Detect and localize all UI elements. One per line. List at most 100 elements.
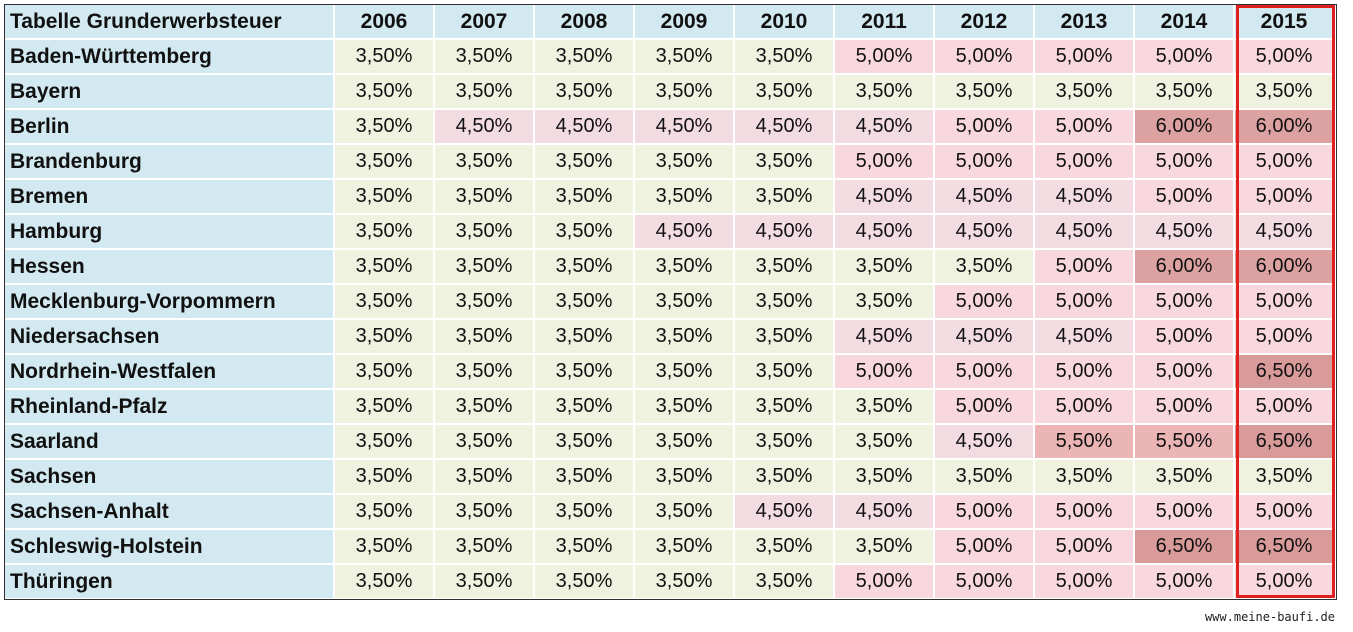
rate-cell: 5,00%	[1035, 565, 1133, 598]
rate-cell: 3,50%	[335, 390, 433, 423]
rate-cell: 3,50%	[635, 285, 733, 318]
rate-cell: 3,50%	[535, 145, 633, 178]
rate-cell: 3,50%	[635, 75, 733, 108]
rate-cell: 5,00%	[935, 145, 1033, 178]
rate-cell: 3,50%	[635, 530, 733, 563]
rate-cell: 3,50%	[335, 355, 433, 388]
rate-cell: 3,50%	[835, 250, 933, 283]
rate-cell: 3,50%	[735, 565, 833, 598]
rate-cell: 3,50%	[335, 320, 433, 353]
rate-cell: 4,50%	[435, 110, 533, 143]
rate-cell: 3,50%	[535, 285, 633, 318]
rate-cell: 3,50%	[535, 320, 633, 353]
rate-cell: 3,50%	[335, 460, 433, 493]
rate-cell: 6,00%	[1135, 110, 1233, 143]
rate-cell: 3,50%	[435, 145, 533, 178]
rate-cell: 3,50%	[735, 390, 833, 423]
rate-cell: 3,50%	[335, 110, 433, 143]
rate-cell: 3,50%	[635, 390, 733, 423]
rate-cell: 3,50%	[635, 460, 733, 493]
rate-cell: 4,50%	[835, 180, 933, 213]
rate-cell: 3,50%	[635, 180, 733, 213]
watermark: www.meine-baufi.de	[1204, 610, 1335, 624]
rate-cell: 3,50%	[435, 495, 533, 528]
grunderwerbsteuer-table: Tabelle Grunderwerbsteuer 2006 2007 2008 200…	[4, 4, 1337, 600]
state-label: Brandenburg	[5, 145, 333, 178]
rate-cell: 5,00%	[935, 530, 1033, 563]
rate-cell: 5,00%	[1035, 250, 1133, 283]
rate-cell: 5,00%	[1135, 40, 1233, 73]
state-label: Baden-Württemberg	[5, 40, 333, 73]
rate-cell: 3,50%	[635, 495, 733, 528]
rate-cell: 3,50%	[335, 145, 433, 178]
state-label: Hessen	[5, 250, 333, 283]
rate-cell: 3,50%	[435, 530, 533, 563]
rate-cell: 3,50%	[435, 460, 533, 493]
rate-cell: 4,50%	[835, 215, 933, 248]
rate-cell: 3,50%	[935, 75, 1033, 108]
rate-cell: 5,00%	[835, 565, 933, 598]
rate-cell: 3,50%	[535, 180, 633, 213]
rate-cell: 6,00%	[1235, 110, 1333, 143]
year-header-2007: 2007	[435, 5, 533, 38]
rate-cell: 3,50%	[435, 250, 533, 283]
state-label: Saarland	[5, 425, 333, 458]
rate-cell: 3,50%	[435, 320, 533, 353]
rate-cell: 3,50%	[735, 425, 833, 458]
rate-cell: 4,50%	[835, 320, 933, 353]
rate-cell: 4,50%	[935, 215, 1033, 248]
rate-cell: 3,50%	[335, 495, 433, 528]
rate-cell: 3,50%	[835, 530, 933, 563]
rate-cell: 5,00%	[1035, 530, 1133, 563]
rate-cell: 5,00%	[1135, 180, 1233, 213]
rate-cell: 5,00%	[1035, 285, 1133, 318]
rate-cell: 4,50%	[1235, 215, 1333, 248]
rate-cell: 3,50%	[1035, 75, 1133, 108]
rate-cell: 3,50%	[535, 460, 633, 493]
rate-cell: 3,50%	[335, 285, 433, 318]
rate-cell: 4,50%	[1035, 215, 1133, 248]
rate-cell: 4,50%	[635, 215, 733, 248]
year-header-2015: 2015	[1235, 5, 1333, 38]
state-label: Thüringen	[5, 565, 333, 598]
rate-cell: 3,50%	[335, 75, 433, 108]
rate-cell: 3,50%	[435, 40, 533, 73]
rate-cell: 5,00%	[935, 390, 1033, 423]
rate-cell: 3,50%	[835, 460, 933, 493]
state-label: Nordrhein-Westfalen	[5, 355, 333, 388]
rate-cell: 3,50%	[335, 250, 433, 283]
state-label: Niedersachsen	[5, 320, 333, 353]
rate-cell: 6,50%	[1235, 355, 1333, 388]
rate-cell: 3,50%	[735, 40, 833, 73]
rate-cell: 5,00%	[1035, 110, 1133, 143]
rate-cell: 3,50%	[535, 355, 633, 388]
rate-cell: 3,50%	[335, 565, 433, 598]
rate-cell: 4,50%	[735, 110, 833, 143]
rate-cell: 3,50%	[1035, 460, 1133, 493]
rate-cell: 5,00%	[835, 145, 933, 178]
year-header-2010: 2010	[735, 5, 833, 38]
rate-cell: 3,50%	[735, 180, 833, 213]
rate-cell: 5,00%	[935, 565, 1033, 598]
rate-cell: 5,00%	[1035, 355, 1133, 388]
rate-cell: 3,50%	[635, 355, 733, 388]
rate-cell: 3,50%	[1235, 460, 1333, 493]
rate-cell: 5,00%	[1135, 565, 1233, 598]
rate-cell: 6,00%	[1235, 250, 1333, 283]
rate-cell: 4,50%	[635, 110, 733, 143]
rate-cell: 3,50%	[535, 250, 633, 283]
rate-cell: 3,50%	[735, 460, 833, 493]
rate-cell: 6,50%	[1235, 530, 1333, 563]
rate-cell: 6,50%	[1235, 425, 1333, 458]
rate-cell: 5,00%	[835, 355, 933, 388]
rate-cell: 4,50%	[935, 425, 1033, 458]
rate-cell: 3,50%	[335, 530, 433, 563]
rate-cell: 3,50%	[535, 390, 633, 423]
rate-cell: 3,50%	[735, 250, 833, 283]
rate-cell: 3,50%	[335, 425, 433, 458]
rate-cell: 3,50%	[535, 40, 633, 73]
state-label: Berlin	[5, 110, 333, 143]
rate-cell: 5,00%	[935, 40, 1033, 73]
rate-cell: 3,50%	[735, 355, 833, 388]
rate-cell: 3,50%	[1135, 75, 1233, 108]
